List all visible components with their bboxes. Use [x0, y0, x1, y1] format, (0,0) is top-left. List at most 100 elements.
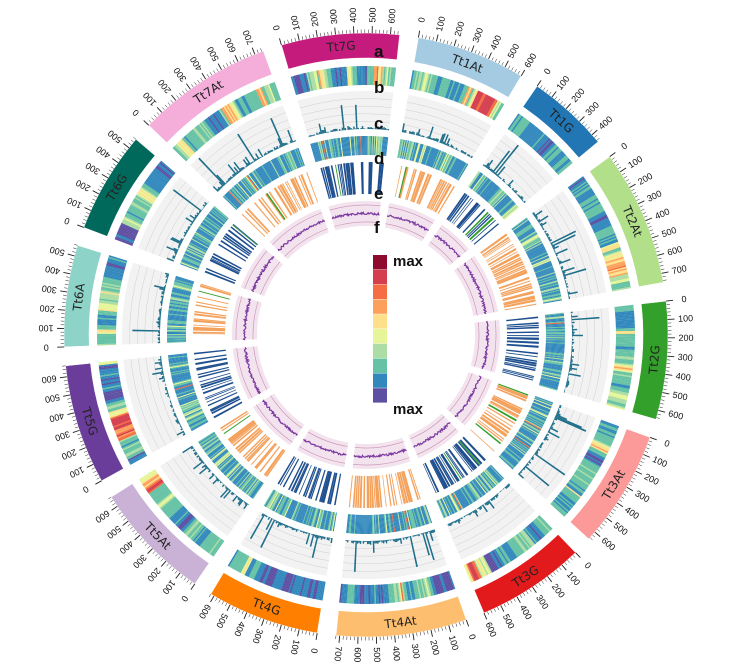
heatmap-d-cell — [210, 447, 227, 461]
histogram-bar — [202, 207, 204, 210]
heatmap-d-cell — [213, 206, 229, 220]
heatmap-b-cell — [552, 500, 568, 515]
heatmap-b-cell — [615, 335, 635, 337]
heatmap-d-cell — [446, 495, 457, 513]
heatmap-d-cell — [342, 137, 347, 157]
histogram-bar — [559, 404, 562, 407]
heatmap-b-cell — [314, 70, 320, 90]
heatmap-b-cell — [395, 583, 400, 603]
histogram-bar — [208, 201, 210, 203]
band-e-mark — [454, 444, 476, 470]
heatmap-b-cell — [557, 161, 573, 176]
tick-major — [86, 464, 94, 468]
heatmap-b-cell — [376, 584, 379, 604]
heatmap-b-cell — [293, 575, 301, 595]
tick-minor — [432, 37, 434, 41]
histogram-bar — [452, 147, 455, 149]
histogram-bar — [237, 498, 243, 505]
histogram-bar — [158, 377, 165, 380]
histogram-bar — [313, 534, 316, 537]
heatmap-d-cell — [501, 204, 517, 218]
heatmap-b-cell — [481, 96, 492, 114]
heatmap-d-cell — [476, 178, 490, 194]
tick-minor — [493, 608, 496, 612]
heatmap-b-cell — [537, 516, 552, 531]
band-e-mark — [369, 162, 373, 195]
heatmap-b-cell — [593, 224, 612, 234]
histogram-bar — [418, 134, 421, 137]
tick-minor — [67, 269, 72, 271]
heatmap-d-cell — [198, 226, 216, 238]
heatmap-d-cell — [169, 364, 189, 370]
tick-label-tt2g: 100 — [678, 313, 694, 324]
heatmap-d-cell — [186, 248, 204, 259]
heatmap-d-cell — [293, 149, 302, 168]
heatmap-b-cell — [592, 221, 611, 231]
heatmap-b-cell — [220, 107, 233, 125]
heatmap-b-cell — [586, 208, 605, 219]
histogram-bar — [491, 497, 494, 501]
heatmap-b-cell — [358, 66, 361, 86]
histogram-bar — [566, 380, 570, 382]
heatmap-d-cell — [542, 297, 562, 302]
tick-minor — [459, 622, 461, 626]
heatmap-d-cell — [225, 462, 240, 478]
heatmap-d-cell — [409, 509, 416, 529]
histogram-bar — [172, 256, 176, 259]
line-track-gridline — [385, 223, 425, 239]
heatmap-b-cell — [430, 576, 438, 595]
heatmap-d-cell — [376, 136, 379, 156]
tick-minor — [133, 136, 137, 140]
heatmap-b-cell — [116, 427, 135, 436]
band-e-mark — [244, 435, 268, 460]
histogram-bar — [289, 143, 291, 144]
heatmap-b-cell — [366, 66, 369, 86]
heatmap-b-cell — [545, 147, 560, 162]
tick-minor — [155, 553, 158, 557]
heatmap-b-cell — [176, 142, 191, 158]
heatmap-d-cell — [532, 258, 551, 268]
heatmap-d-cell — [210, 209, 227, 223]
heatmap-b-cell — [111, 417, 131, 425]
histogram-gridline — [144, 269, 156, 344]
band-e-mark — [351, 162, 356, 195]
heatmap-b-cell — [100, 373, 120, 379]
histogram-bar — [552, 422, 556, 425]
heatmap-b-cell — [431, 575, 439, 595]
heatmap-d-cell — [216, 453, 232, 467]
band-e-mark — [489, 402, 518, 419]
histogram-bar — [535, 216, 539, 220]
tick-minor — [71, 416, 76, 418]
heatmap-b-cell — [340, 583, 344, 603]
heatmap-b-cell — [323, 69, 328, 89]
tick-minor — [641, 208, 645, 211]
heatmap-b-cell — [615, 336, 635, 339]
heatmap-d-cell — [269, 492, 280, 510]
tick-major — [59, 376, 67, 379]
heatmap-b-cell — [603, 251, 623, 259]
heatmap-b-cell — [342, 584, 346, 604]
heatmap-d-cell — [319, 510, 326, 529]
heatmap-d-cell — [386, 513, 390, 533]
heatmap-b-cell — [117, 229, 137, 239]
tick-minor — [557, 98, 561, 102]
heatmap-b-cell — [428, 74, 435, 94]
heatmap-d-cell — [444, 496, 454, 515]
band-e-mark — [306, 172, 319, 203]
histogram-bar — [557, 408, 560, 411]
heatmap-b-cell — [363, 66, 366, 86]
histogram-bar — [178, 248, 180, 250]
heatmap-d-cell — [213, 450, 229, 464]
histogram-bar — [161, 297, 164, 299]
histogram-bar — [503, 180, 506, 183]
histogram-bar — [294, 528, 297, 531]
band-e-mark — [504, 361, 536, 369]
heatmap-b-cell — [362, 584, 365, 604]
heatmap-d-cell — [490, 191, 505, 207]
tick-minor — [79, 440, 84, 443]
tick-minor — [94, 474, 99, 477]
histogram-bar — [354, 104, 358, 130]
heatmap-d-cell — [424, 146, 433, 166]
histogram-bar — [321, 129, 324, 134]
tick-major — [565, 103, 572, 110]
